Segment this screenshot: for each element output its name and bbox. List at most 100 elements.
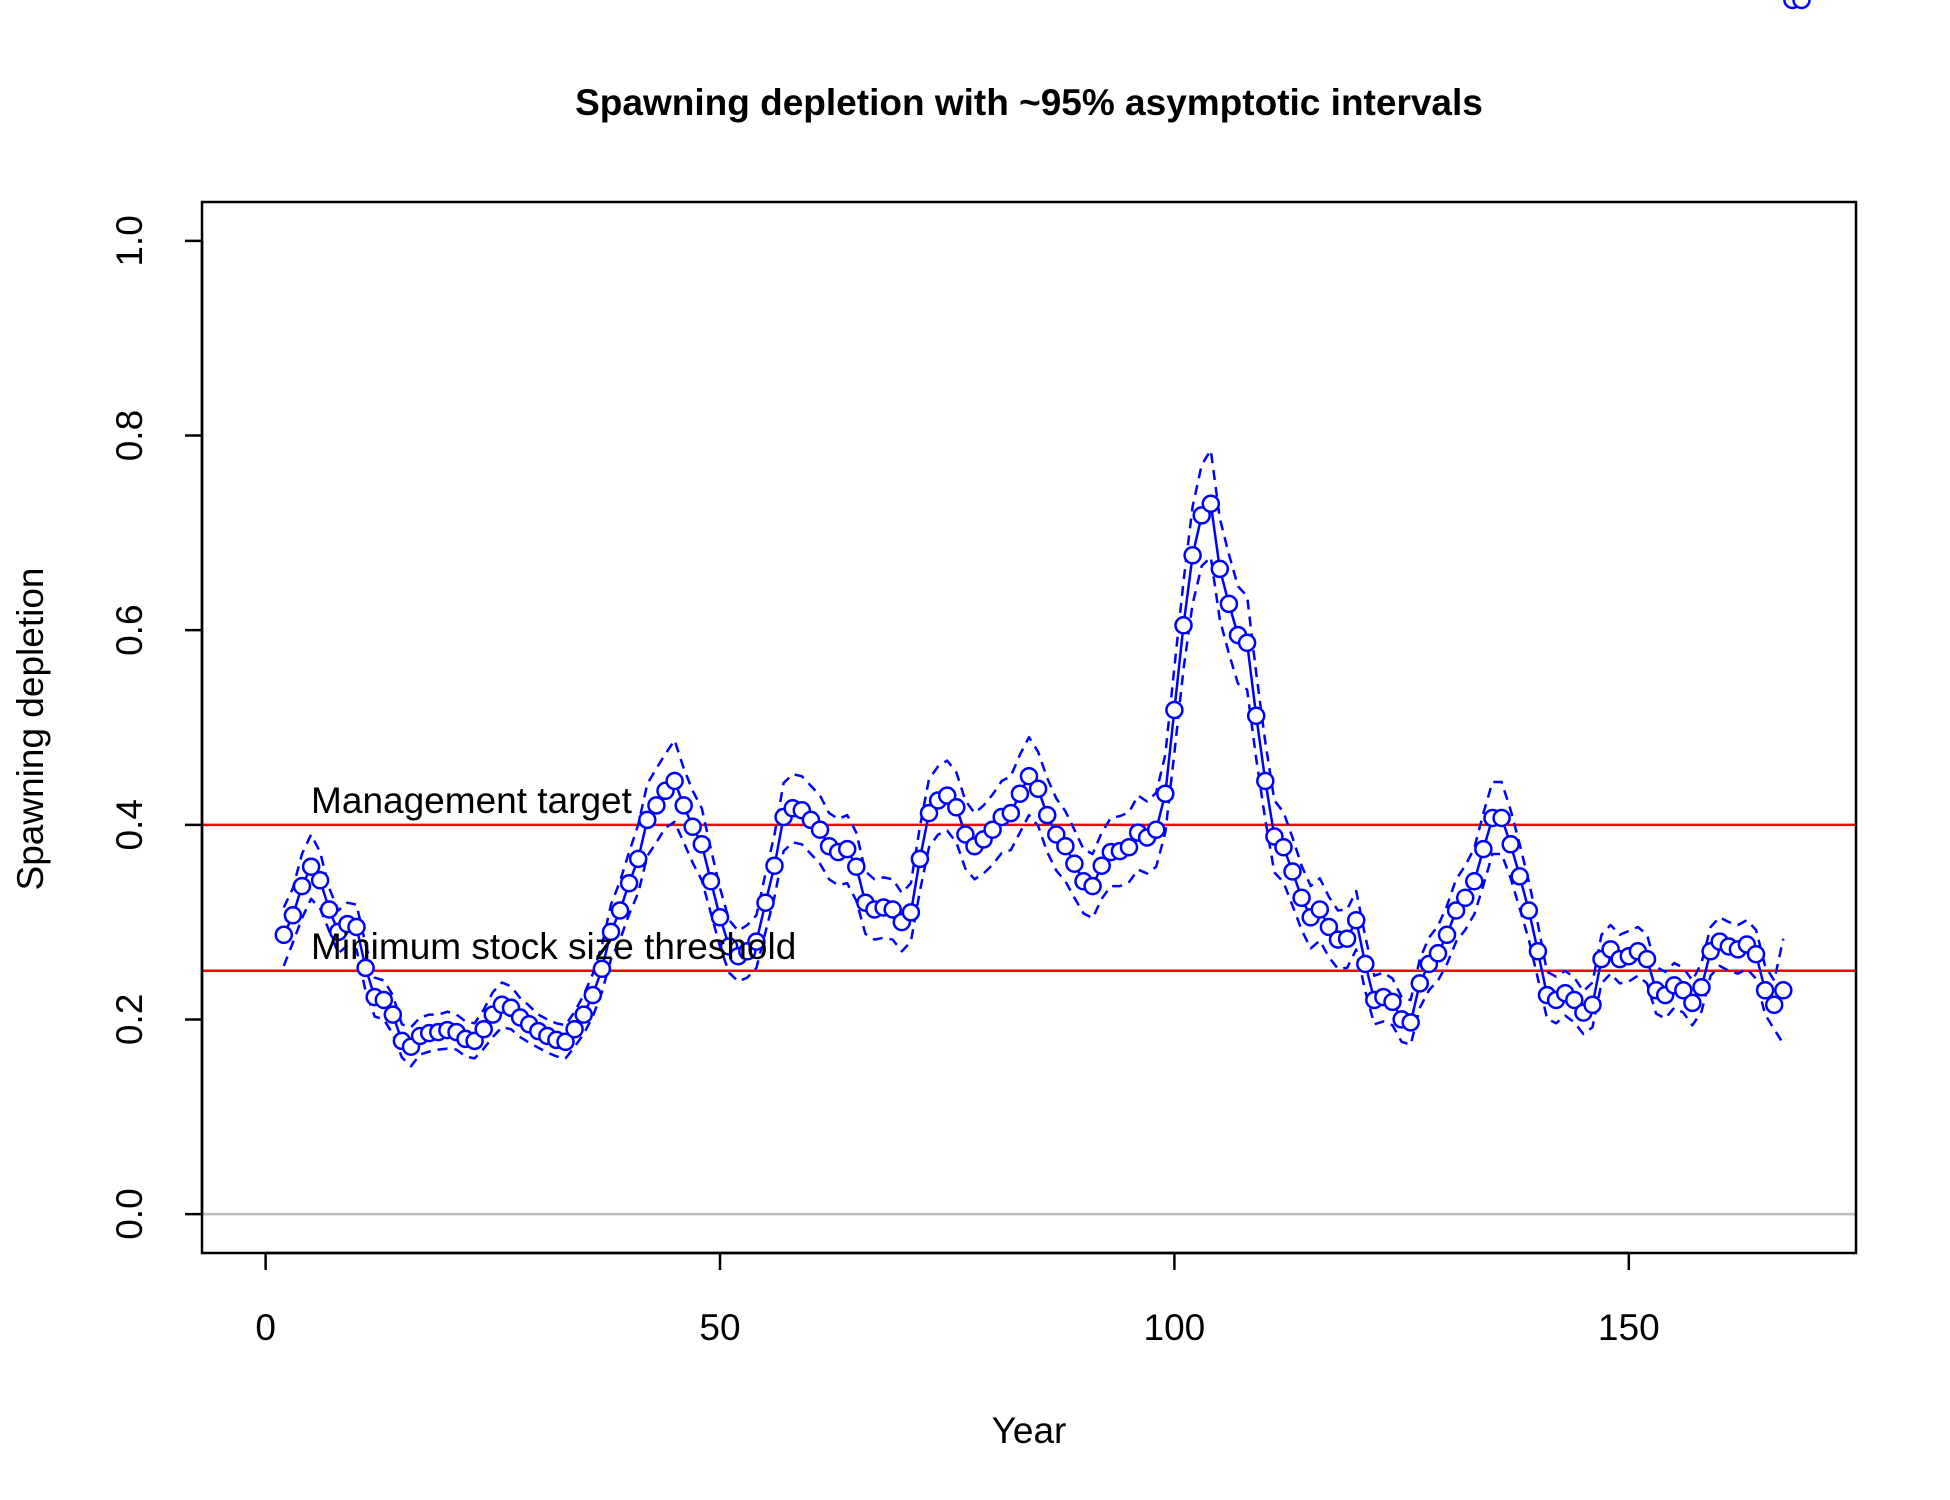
data-point <box>1183 546 1202 565</box>
data-point <box>1310 900 1330 919</box>
data-point <box>565 1019 584 1039</box>
data-point <box>1156 784 1175 803</box>
series-layer <box>274 0 1811 1068</box>
data-point <box>1246 706 1266 726</box>
data-point <box>837 839 857 859</box>
y-tick-label: 1.0 <box>109 215 150 266</box>
x-tick-label: 50 <box>699 1307 740 1348</box>
data-point <box>1465 872 1484 891</box>
data-point <box>1174 616 1193 635</box>
data-point <box>556 1032 575 1052</box>
data-point <box>1001 803 1021 823</box>
data-point <box>810 820 830 839</box>
data-point <box>1274 837 1293 857</box>
data-point <box>1037 805 1057 825</box>
data-point <box>1401 1013 1420 1032</box>
x-tick-label: 150 <box>1598 1307 1660 1348</box>
data-point <box>1446 901 1466 920</box>
y-tick-label: 0.0 <box>109 1188 150 1239</box>
data-point <box>1319 917 1339 937</box>
data-point <box>665 771 684 791</box>
data-point <box>1283 862 1302 881</box>
data-point <box>1510 867 1529 886</box>
data-point <box>301 857 321 876</box>
data-point <box>710 908 730 927</box>
x-tick-label: 0 <box>255 1307 276 1348</box>
data-point <box>1774 981 1793 1000</box>
data-point <box>1474 839 1493 859</box>
data-point <box>1683 993 1702 1013</box>
y-tick-label: 0.8 <box>109 410 150 461</box>
data-point <box>647 796 666 815</box>
data-point <box>1219 594 1239 614</box>
y-tick-label: 0.2 <box>109 994 150 1045</box>
y-axis: 0.0 0.2 0.4 0.6 0.8 1.0 <box>109 215 204 1240</box>
data-point <box>374 990 394 1010</box>
data-point <box>592 959 612 979</box>
data-point <box>1346 910 1366 930</box>
data-point <box>747 932 766 951</box>
reference-lines <box>202 823 1856 973</box>
data-point <box>1028 779 1048 799</box>
data-point <box>1019 766 1039 786</box>
minimum-stock-size-threshold-label: Minimum stock size threshold <box>311 926 796 967</box>
data-point <box>1437 925 1457 945</box>
data-point <box>1583 995 1602 1015</box>
chart-title: Spawning depletion with ~95% asymptotic … <box>575 82 1483 123</box>
data-point <box>765 856 784 875</box>
data-point <box>1755 981 1775 1000</box>
data-point <box>701 872 721 891</box>
data-point <box>1356 954 1375 974</box>
data-point <box>1146 820 1166 839</box>
data-point <box>1010 784 1030 803</box>
data-point <box>347 917 366 937</box>
data-point <box>1337 929 1357 948</box>
data-point <box>1119 837 1139 857</box>
data-point <box>1528 942 1548 961</box>
data-point <box>1792 0 1811 10</box>
data-point <box>1210 559 1230 579</box>
data-point <box>1764 995 1784 1015</box>
data-point <box>628 849 648 869</box>
data-point <box>356 958 375 978</box>
y-axis-label: Spawning depletion <box>10 568 51 891</box>
data-point <box>601 922 621 942</box>
data-point <box>947 798 966 817</box>
data-point <box>292 876 312 896</box>
data-point <box>1674 981 1693 1000</box>
data-point <box>901 903 921 922</box>
data-point <box>883 900 902 919</box>
y-tick-label: 0.4 <box>109 799 150 850</box>
data-point <box>674 796 693 815</box>
data-point <box>1092 856 1111 875</box>
data-point <box>1065 854 1084 873</box>
reference-labels: Management target Minimum stock size thre… <box>311 780 796 967</box>
data-point <box>1256 771 1275 791</box>
data-point <box>574 1005 593 1024</box>
data-point <box>1383 992 1402 1012</box>
data-point <box>847 857 866 876</box>
data-point <box>310 871 330 890</box>
data-point <box>692 835 712 854</box>
data-point <box>683 817 702 837</box>
data-point <box>1165 700 1184 720</box>
y-tick-label: 0.6 <box>109 604 150 655</box>
data-point <box>283 906 303 925</box>
data-point <box>619 873 639 893</box>
data-point <box>1501 835 1520 854</box>
data-point <box>610 901 630 920</box>
data-point <box>319 900 339 919</box>
data-point <box>919 803 939 823</box>
data-point <box>1565 990 1584 1010</box>
data-point <box>583 985 603 1005</box>
data-point <box>983 820 1002 839</box>
data-point <box>1056 836 1075 856</box>
data-point <box>1237 633 1257 653</box>
x-axis-label: Year <box>992 1410 1067 1451</box>
management-target-label: Management target <box>311 780 633 821</box>
data-point <box>1292 888 1311 908</box>
x-axis: 0 50 100 150 <box>255 1251 1660 1348</box>
data-point <box>1410 974 1430 993</box>
